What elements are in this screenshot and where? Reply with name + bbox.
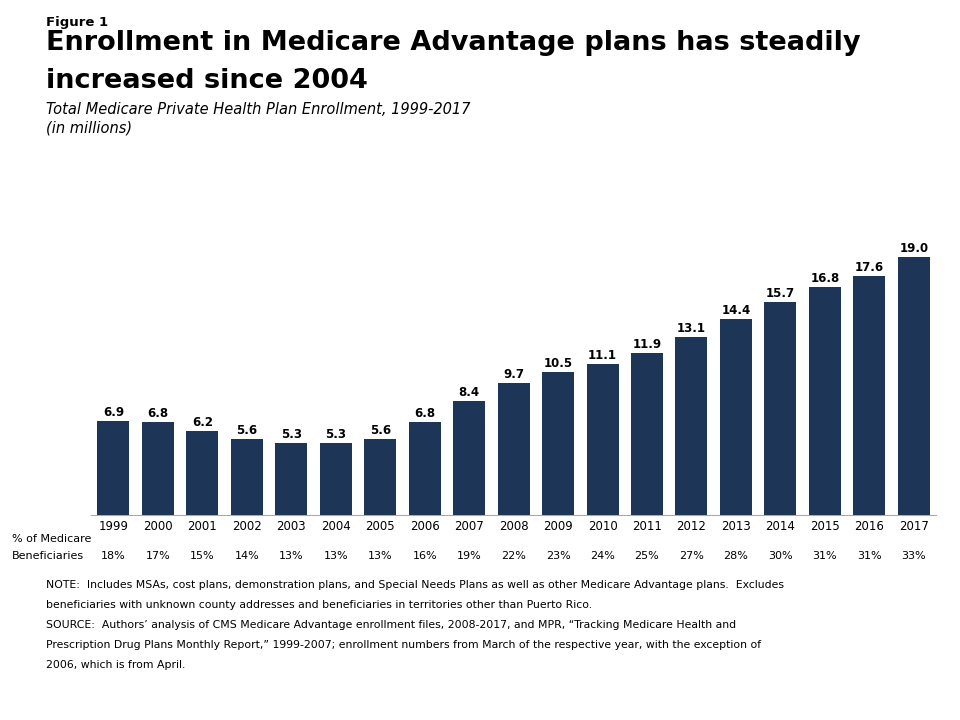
- Text: 13%: 13%: [368, 551, 393, 561]
- Text: 33%: 33%: [901, 551, 926, 561]
- Bar: [320, 443, 351, 515]
- Bar: [97, 421, 130, 515]
- Bar: [142, 423, 174, 515]
- Bar: [720, 319, 752, 515]
- Bar: [809, 287, 841, 515]
- Text: 17.6: 17.6: [854, 261, 884, 274]
- Text: 23%: 23%: [545, 551, 570, 561]
- Text: Total Medicare Private Health Plan Enrollment, 1999-2017: Total Medicare Private Health Plan Enrol…: [46, 102, 470, 117]
- Text: 5.6: 5.6: [236, 423, 257, 437]
- Text: 31%: 31%: [857, 551, 881, 561]
- Bar: [230, 438, 263, 515]
- Text: SOURCE:  Authors’ analysis of CMS Medicare Advantage enrollment files, 2008-2017: SOURCE: Authors’ analysis of CMS Medicar…: [46, 620, 736, 630]
- Text: 31%: 31%: [812, 551, 837, 561]
- Bar: [276, 443, 307, 515]
- Text: 22%: 22%: [501, 551, 526, 561]
- Bar: [631, 354, 663, 515]
- Text: 14.4: 14.4: [721, 304, 751, 318]
- Text: % of Medicare: % of Medicare: [12, 534, 91, 544]
- Text: 13%: 13%: [324, 551, 348, 561]
- Text: 6.9: 6.9: [103, 406, 124, 419]
- Text: Figure 1: Figure 1: [46, 16, 108, 29]
- Text: 15.7: 15.7: [766, 287, 795, 300]
- Bar: [542, 372, 574, 515]
- Text: (in millions): (in millions): [46, 121, 132, 136]
- Text: increased since 2004: increased since 2004: [46, 68, 368, 94]
- Bar: [186, 431, 218, 515]
- Text: NOTE:  Includes MSAs, cost plans, demonstration plans, and Special Needs Plans a: NOTE: Includes MSAs, cost plans, demonst…: [46, 580, 784, 590]
- Text: 19%: 19%: [457, 551, 482, 561]
- Text: 28%: 28%: [724, 551, 749, 561]
- Text: 16%: 16%: [413, 551, 437, 561]
- Bar: [853, 276, 885, 515]
- Text: 30%: 30%: [768, 551, 793, 561]
- Text: 15%: 15%: [190, 551, 215, 561]
- Text: 14%: 14%: [234, 551, 259, 561]
- Text: KAISER: KAISER: [815, 652, 889, 670]
- Text: 5.6: 5.6: [370, 423, 391, 437]
- Text: 9.7: 9.7: [503, 368, 524, 381]
- Bar: [453, 401, 485, 515]
- Text: FOUNDATION: FOUNDATION: [823, 695, 881, 704]
- Text: beneficiaries with unknown county addresses and beneficiaries in territories oth: beneficiaries with unknown county addres…: [46, 600, 592, 610]
- Text: 6.2: 6.2: [192, 415, 213, 428]
- Bar: [676, 337, 708, 515]
- Bar: [764, 302, 797, 515]
- Text: 13.1: 13.1: [677, 322, 706, 335]
- Text: 19.0: 19.0: [900, 242, 928, 255]
- Text: 6.8: 6.8: [147, 408, 168, 420]
- Text: Enrollment in Medicare Advantage plans has steadily: Enrollment in Medicare Advantage plans h…: [46, 30, 860, 56]
- Text: 25%: 25%: [635, 551, 660, 561]
- Text: FAMILY: FAMILY: [817, 673, 887, 691]
- Bar: [898, 257, 930, 515]
- Text: Beneficiaries: Beneficiaries: [12, 551, 84, 561]
- Bar: [409, 423, 441, 515]
- Text: 24%: 24%: [590, 551, 615, 561]
- Text: 13%: 13%: [279, 551, 303, 561]
- Text: 5.3: 5.3: [280, 428, 301, 441]
- Text: 6.8: 6.8: [414, 408, 435, 420]
- Text: 16.8: 16.8: [810, 271, 839, 284]
- Text: 5.3: 5.3: [325, 428, 347, 441]
- Text: 18%: 18%: [101, 551, 126, 561]
- Bar: [497, 383, 530, 515]
- Text: Prescription Drug Plans Monthly Report,” 1999-2007; enrollment numbers from Marc: Prescription Drug Plans Monthly Report,”…: [46, 640, 761, 650]
- Text: 27%: 27%: [679, 551, 704, 561]
- Text: 10.5: 10.5: [543, 357, 572, 370]
- Bar: [364, 438, 396, 515]
- Bar: [587, 364, 618, 515]
- Text: THE HENRY J.: THE HENRY J.: [827, 635, 877, 644]
- Text: 17%: 17%: [146, 551, 170, 561]
- Text: 8.4: 8.4: [459, 386, 480, 399]
- Text: 11.9: 11.9: [633, 338, 661, 351]
- Text: 11.1: 11.1: [588, 349, 617, 362]
- Text: 2006, which is from April.: 2006, which is from April.: [46, 660, 185, 670]
